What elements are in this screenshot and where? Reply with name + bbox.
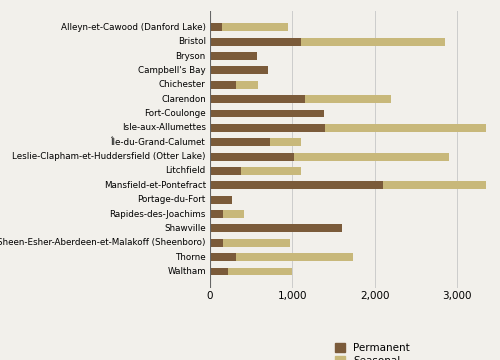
Bar bbox=[222, 23, 288, 31]
Bar bbox=[223, 239, 290, 247]
Bar bbox=[242, 167, 300, 175]
Bar bbox=[270, 138, 300, 146]
Bar bbox=[383, 181, 486, 189]
Bar bbox=[210, 109, 324, 117]
Bar bbox=[210, 138, 270, 146]
Bar bbox=[210, 210, 223, 218]
Bar bbox=[228, 267, 292, 275]
Bar bbox=[210, 95, 304, 103]
Bar bbox=[210, 124, 326, 132]
Bar bbox=[304, 95, 391, 103]
Bar bbox=[236, 81, 258, 89]
Bar bbox=[210, 167, 242, 175]
Bar bbox=[326, 124, 486, 132]
Bar bbox=[210, 153, 294, 161]
Bar bbox=[210, 224, 342, 232]
Bar bbox=[210, 239, 223, 247]
Bar bbox=[210, 253, 236, 261]
Bar bbox=[300, 38, 444, 46]
Bar bbox=[210, 38, 300, 46]
Bar bbox=[210, 196, 232, 204]
Bar bbox=[210, 181, 383, 189]
Bar bbox=[210, 81, 236, 89]
Bar bbox=[210, 67, 268, 75]
Bar bbox=[236, 253, 354, 261]
Bar bbox=[210, 52, 257, 60]
Bar bbox=[223, 210, 244, 218]
Legend: Permanent, Seasonal: Permanent, Seasonal bbox=[334, 343, 410, 360]
Bar bbox=[294, 153, 449, 161]
Bar bbox=[210, 267, 228, 275]
Bar bbox=[210, 23, 222, 31]
